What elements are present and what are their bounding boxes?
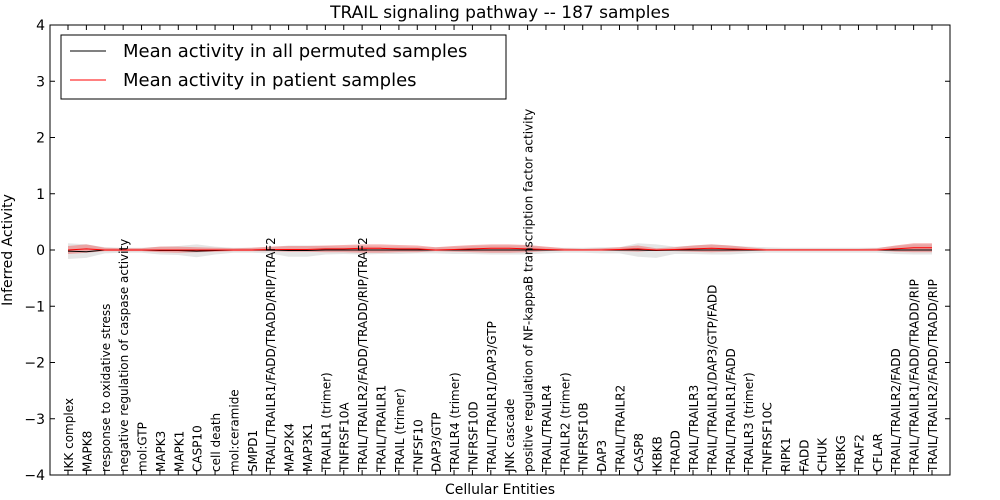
series-lines	[67, 247, 932, 253]
chart-title-group: TRAIL signaling pathway -- 187 samples	[329, 3, 670, 23]
y-axis-label: Inferred Activity	[0, 194, 16, 306]
x-tick-label: TNFSF10	[411, 419, 425, 473]
x-tick-label: DAP3	[595, 440, 609, 472]
y-tick-label: 2	[36, 131, 45, 147]
x-tick-label: MAPK1	[172, 431, 186, 472]
x-tick-label: mol:GTP	[136, 422, 150, 472]
x-tick-label: TRAF2	[852, 434, 866, 473]
legend: Mean activity in all permuted samples Mea…	[60, 34, 507, 100]
chart-title: TRAIL signaling pathway -- 187 samples	[329, 3, 670, 23]
x-tick-label: TNFRSF10A	[338, 402, 352, 473]
y-axis: 4 3 2 1 0 −1 −2 −3 −4	[24, 18, 950, 484]
x-tick-label: MAPK3	[154, 431, 168, 472]
x-tick-label: CASP10	[191, 425, 205, 472]
x-tick-label: positive regulation of NF-kappaB transcr…	[522, 109, 536, 472]
band-permuted	[68, 243, 932, 259]
legend-label: Mean activity in all permuted samples	[123, 41, 467, 62]
x-tick-label: TNFRSF10B	[577, 402, 591, 473]
legend-label: Mean activity in patient samples	[123, 70, 417, 91]
x-tick-label: TRAIL/TRAILR1/FADD/TRADD/RIP/TRAF2	[264, 237, 278, 473]
x-tick-label: TRAIL/TRAILR2/FADD/TRADD/RIP/TRAF2	[356, 237, 370, 473]
y-tick-label: −4	[24, 468, 45, 484]
x-tick-label: IKK complex	[62, 398, 76, 472]
x-tick-label: TRADD	[669, 430, 683, 473]
x-tick-label: IKBKB	[650, 436, 664, 472]
series-line-patient	[67, 247, 932, 251]
x-tick-label: TNFRSF10C	[761, 402, 775, 473]
x-tick-label: TRAIL/TRAILR1	[375, 385, 389, 473]
x-tick-label: TRAIL/TRAILR4	[540, 385, 554, 473]
x-tick-label: MAP3K1	[301, 423, 315, 472]
x-tick-label: MAP2K4	[283, 423, 297, 472]
x-tick-label: FADD	[797, 440, 811, 473]
x-tick-label: cell death	[209, 413, 223, 472]
x-tick-label: CASP8	[632, 433, 646, 472]
x-tick-label: TNFRSF10D	[466, 401, 480, 473]
x-tick-label: TRAILR4 (trimer)	[448, 372, 462, 473]
x-tick-label: TRAIL/TRAILR1/FADD/TRADD/RIP	[908, 279, 922, 473]
x-tick-label: JNK cascade	[503, 399, 517, 473]
legend-box	[60, 34, 507, 100]
x-tick-label: TRAILR2 (trimer)	[558, 372, 572, 473]
x-tick-label: CFLAR	[871, 433, 885, 472]
x-tick-label: TRAIL (trimer)	[393, 388, 407, 473]
x-tick-label: MAPK8	[80, 431, 94, 472]
x-tick-label: TRAIL/TRAILR2	[613, 385, 627, 473]
x-tick-label: TRAIL/TRAILR1/FADD	[724, 348, 738, 473]
x-tick-label: TRAIL/TRAILR1/DAP3/GTP/FADD	[705, 285, 719, 473]
y-tick-label: −1	[24, 299, 45, 315]
y-tick-label: 3	[36, 74, 45, 90]
y-tick-label: 1	[36, 187, 45, 203]
x-tick-label: TRAILR3 (trimer)	[742, 372, 756, 473]
x-tick-label: TRAIL/TRAILR2/FADD	[889, 348, 903, 473]
x-tick-label: TRAIL/TRAILR2/FADD/TRADD/RIP	[926, 279, 940, 473]
x-axis: IKK complex MAPK8 response to oxidative st…	[62, 25, 940, 475]
x-tick-label: TRAIL/TRAILR3	[687, 385, 701, 473]
x-tick-label: CHUK	[816, 437, 830, 472]
x-tick-label: response to oxidative stress	[99, 304, 113, 472]
x-axis-label: Cellular Entities	[445, 482, 555, 498]
x-tick-label: IKBKG	[834, 435, 848, 472]
x-tick-label: TRAILR1 (trimer)	[319, 372, 333, 473]
y-tick-label: −2	[24, 356, 45, 372]
y-tick-label: 0	[36, 243, 45, 259]
x-tick-label: DAP3/GTP	[430, 412, 444, 472]
y-tick-label: −3	[24, 412, 45, 428]
x-tick-label: RIPK1	[779, 437, 793, 472]
x-tick-label: TRAIL/TRAILR1/DAP3/GTP	[485, 321, 499, 473]
x-tick-label: SMPD1	[246, 430, 260, 472]
x-tick-label: negative regulation of caspase activity	[117, 239, 131, 472]
y-tick-label: 4	[36, 18, 45, 34]
x-tick-label: mol:ceramide	[227, 389, 241, 472]
